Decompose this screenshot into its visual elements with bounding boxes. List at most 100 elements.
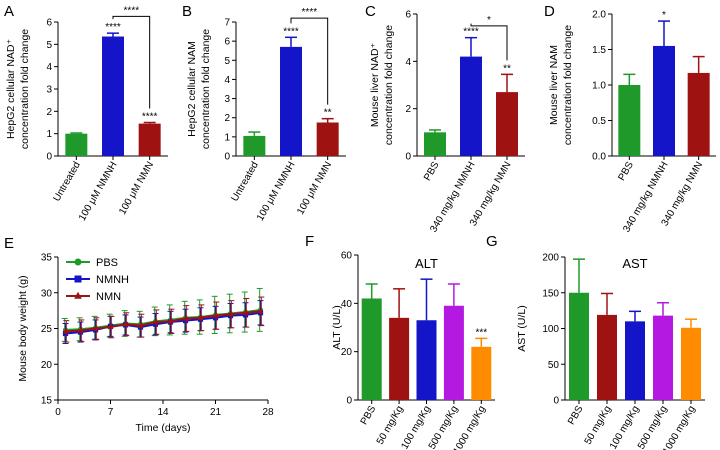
panel-C-y-tick-label: 2 bbox=[405, 104, 411, 115]
panel-D-y-tick-label: 1.0 bbox=[592, 81, 606, 92]
panel-G-bar bbox=[681, 327, 701, 400]
panel-C-bar bbox=[424, 132, 446, 156]
legend-label-pbs: PBS bbox=[96, 257, 118, 269]
panel-G-bar bbox=[569, 292, 589, 400]
panel-G-bar bbox=[625, 321, 645, 400]
panel-B-y-tick-label: 0 bbox=[224, 152, 230, 163]
panel-G-letter: G bbox=[486, 233, 498, 250]
panel-D-x-tick-label: PBS bbox=[616, 160, 636, 183]
panel-B-x-tick-label: Untreated bbox=[229, 160, 260, 204]
panel-F-significance-label: *** bbox=[475, 327, 487, 338]
panel-F-letter: F bbox=[305, 233, 314, 250]
panel-E-y-tick-label: 25 bbox=[41, 324, 53, 335]
panel-C-bar bbox=[460, 56, 482, 156]
panel-E-data-point bbox=[152, 321, 159, 327]
panel-A-bracket-label: **** bbox=[124, 5, 140, 16]
panel-B-y-axis-label: HepG2 cellular NAM bbox=[186, 41, 198, 137]
panel-C-significance-label: **** bbox=[463, 27, 479, 38]
panel-F-bar bbox=[443, 305, 464, 400]
panel-F-y-tick-label: 0 bbox=[346, 396, 352, 407]
legend-label-nmnh: NMNH bbox=[96, 274, 129, 286]
panel-A-y-tick-label: 6 bbox=[46, 18, 52, 29]
panel-E-data-point bbox=[122, 321, 129, 327]
panel-D-y-axis-label: Mouse liver NAM bbox=[548, 45, 560, 125]
panel-E: E 15 20 25 30 35 0 7 14 21 28 Time (days) Mouse body… bbox=[4, 235, 274, 434]
panel-C-y-axis-label: Mouse liver NAD⁺ bbox=[369, 42, 381, 127]
legend-label-nmn: NMN bbox=[96, 291, 121, 303]
panel-G-bar bbox=[653, 315, 673, 400]
panel-E-data-point bbox=[62, 328, 69, 334]
panel-D-bar bbox=[618, 85, 641, 156]
panel-B-y-tick-label: 7 bbox=[224, 18, 230, 29]
panel-B-bar bbox=[243, 135, 266, 156]
panel-A-x-tick-label: 100 μM NMNH bbox=[77, 160, 120, 223]
panel-E-data-point bbox=[92, 325, 99, 331]
panel-D-y-tick-label: 1.5 bbox=[592, 45, 606, 56]
panel-E-x-tick-label: 28 bbox=[262, 407, 274, 418]
panel-G-y-tick-label: 200 bbox=[542, 253, 559, 264]
panel-F-y-tick-label: 60 bbox=[341, 251, 353, 262]
legend-marker-nmn bbox=[74, 291, 82, 299]
panel-B-bracket bbox=[290, 17, 329, 105]
panel-B-bar bbox=[280, 46, 302, 157]
panel-B-bracket-label: **** bbox=[302, 7, 318, 18]
panel-A-significance-label: **** bbox=[142, 112, 158, 123]
panel-A-x-tick-label: 100 μM NMN bbox=[117, 160, 156, 217]
panel-E-x-tick-label: 7 bbox=[108, 407, 114, 418]
panel-E-x-tick-label: 14 bbox=[157, 407, 169, 418]
panel-E-data-point bbox=[182, 318, 189, 324]
panel-C-y-tick-label: 6 bbox=[405, 10, 411, 21]
panel-A-x-tick-label: Untreated bbox=[51, 160, 82, 204]
panel-C-y-tick-label: 0 bbox=[405, 152, 411, 163]
panel-E-data-point bbox=[182, 315, 189, 321]
panel-G-title: AST bbox=[622, 256, 647, 271]
panel-E-data-point bbox=[212, 312, 219, 318]
panel-B-y-tick-label: 3 bbox=[224, 94, 230, 105]
panel-E-data-point bbox=[137, 322, 144, 328]
panel-F-title: ALT bbox=[415, 256, 438, 271]
panel-C-bracket bbox=[470, 23, 508, 61]
panel-E-data-point bbox=[107, 323, 114, 330]
panel-A-y-tick-label: 1 bbox=[46, 129, 52, 140]
panel-G-y-tick-label: 150 bbox=[542, 288, 559, 299]
panel-A-y-tick-label: 3 bbox=[46, 85, 52, 96]
panel-E-data-point bbox=[77, 327, 84, 333]
panel-D-bar bbox=[687, 72, 710, 156]
panel-E-data-point bbox=[62, 330, 69, 337]
panel-D-y-axis-label: concentration fold change bbox=[562, 25, 574, 145]
panel-A-significance-label: **** bbox=[105, 22, 121, 33]
panel-C-x-tick-label: PBS bbox=[422, 160, 442, 183]
panel-C-bracket-label: * bbox=[487, 15, 491, 26]
panel-F-y-axis-label: ALT (U/L) bbox=[331, 305, 343, 350]
panel-E-series-line bbox=[65, 310, 261, 333]
panel-G-y-axis-label: AST (U/L) bbox=[516, 305, 528, 351]
panel-E-data-point bbox=[167, 318, 174, 324]
panel-B-y-tick-label: 4 bbox=[224, 75, 230, 86]
panel-D-letter: D bbox=[544, 3, 555, 20]
panel-E-y-axis-label: Mouse body weight (g) bbox=[17, 275, 29, 381]
panel-E-x-axis-label: Time (days) bbox=[135, 422, 190, 434]
panel-B-significance-label: **** bbox=[283, 26, 299, 37]
panel-C-significance-label: ** bbox=[503, 63, 511, 74]
panel-E-x-tick-label: 21 bbox=[210, 407, 222, 418]
panel-A-y-axis-label: HepG2 cellular NAD⁺ bbox=[5, 39, 17, 140]
panel-F-bar bbox=[471, 346, 492, 400]
panel-D-y-tick-label: 0.5 bbox=[592, 116, 606, 127]
panel-A-y-tick-label: 4 bbox=[46, 62, 52, 73]
panel-F-y-tick-label: 20 bbox=[341, 347, 353, 358]
panel-E-data-point bbox=[227, 311, 234, 317]
legend-marker-pbs bbox=[74, 258, 82, 266]
panel-C-bar bbox=[496, 92, 518, 156]
panel-D-significance-label: * bbox=[662, 10, 666, 21]
panel-G-y-tick-label: 100 bbox=[542, 324, 559, 335]
panel-A-letter: A bbox=[4, 3, 14, 20]
panel-B-y-tick-label: 1 bbox=[224, 132, 230, 143]
panel-B-x-tick-label: 100 μM NMNH bbox=[255, 160, 298, 223]
panel-E-y-tick-label: 35 bbox=[41, 253, 53, 264]
panel-B-bar bbox=[316, 122, 339, 156]
panel-A-bar bbox=[138, 123, 161, 156]
panel-A-bar bbox=[102, 36, 124, 157]
panel-F-bar bbox=[361, 298, 382, 400]
panel-E-y-tick-label: 20 bbox=[41, 360, 53, 371]
panel-B-y-tick-label: 2 bbox=[224, 113, 230, 124]
